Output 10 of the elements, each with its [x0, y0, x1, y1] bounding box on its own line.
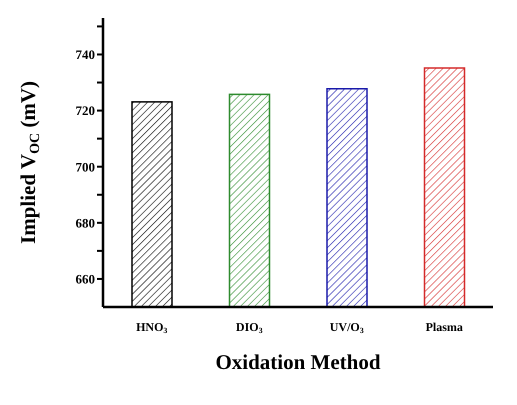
y-tick-label: 720: [76, 103, 95, 118]
x-tick-label: Plasma: [426, 320, 463, 334]
y-tick-label: 680: [76, 215, 95, 230]
x-tick-label: DIO$_{3}$: [236, 320, 263, 336]
x-axis-title: Oxidation Method: [215, 350, 381, 374]
y-tick-label: 700: [76, 159, 95, 174]
x-tick-label: HNO$_{3}$: [136, 320, 168, 336]
y-tick-label: 740: [76, 47, 95, 62]
x-tick-label: UV/O$_{3}$: [330, 320, 364, 336]
y-tick-label: 660: [76, 272, 95, 287]
